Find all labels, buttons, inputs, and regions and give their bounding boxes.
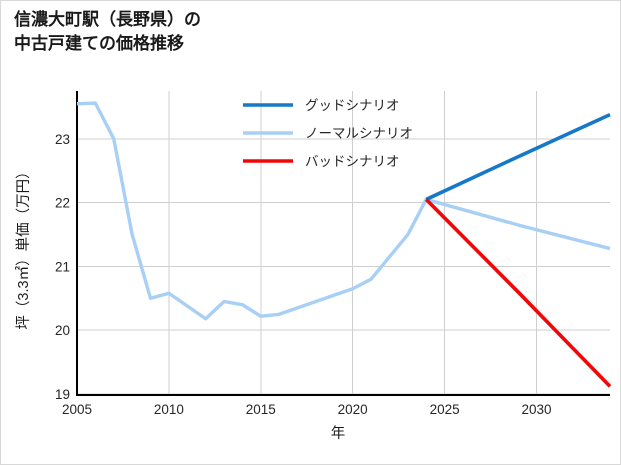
- y-tick-label: 20: [55, 323, 70, 338]
- x-axis-tick-labels: 2005 2010 2015 2020 2025 2030: [62, 402, 552, 417]
- y-tick-label: 21: [55, 259, 70, 274]
- y-axis-title: 坪（3.3㎡）単価（万円）: [15, 164, 32, 329]
- page-title: 信濃大町駅（長野県）の 中古戸建ての価格推移: [14, 10, 201, 54]
- series-line-normal: [76, 101, 611, 321]
- legend-label: バッドシナリオ: [305, 154, 400, 169]
- x-tick-label: 2010: [154, 402, 184, 417]
- x-tick-label: 2030: [521, 402, 551, 417]
- legend-label: グッドシナリオ: [305, 98, 400, 113]
- series-line-good: [425, 112, 611, 202]
- axis-spines: [75, 91, 610, 397]
- series-lines: [76, 101, 612, 388]
- x-tick-label: 2025: [430, 402, 460, 417]
- y-tick-label: 19: [55, 387, 70, 402]
- x-tick-label: 2020: [338, 402, 368, 417]
- x-tick-label: 2005: [62, 402, 92, 417]
- series-line-bad: [424, 198, 612, 388]
- legend-label: ノーマルシナリオ: [305, 126, 413, 141]
- y-axis-tick-labels: 19 20 21 22 23: [55, 132, 70, 402]
- x-axis-title: 年: [331, 425, 346, 442]
- y-tick-label: 23: [55, 132, 70, 147]
- gridlines: [76, 91, 610, 395]
- x-tick-label: 2015: [246, 402, 276, 417]
- y-tick-label: 22: [55, 196, 70, 211]
